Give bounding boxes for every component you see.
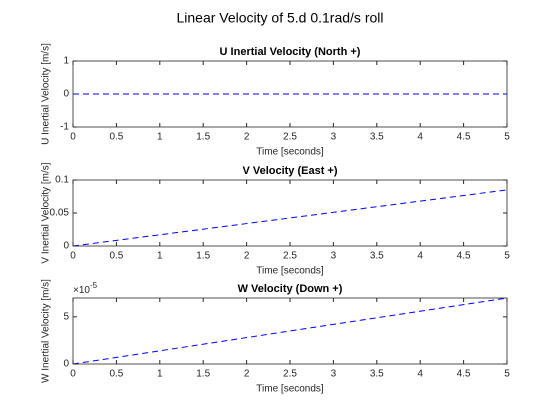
x-tick-label: 0 bbox=[70, 369, 76, 380]
y-tick-label: 1 bbox=[63, 56, 69, 67]
y-multiplier-exponent: -5 bbox=[90, 281, 98, 290]
y-multiplier-base: ×10 bbox=[73, 285, 90, 296]
x-tick-label: 3.5 bbox=[370, 132, 384, 143]
y-multiplier: ×10-5 bbox=[73, 281, 98, 296]
x-tick-label: 3 bbox=[331, 369, 337, 380]
x-tick-label: 5 bbox=[504, 132, 510, 143]
data-line bbox=[72, 297, 508, 365]
data-line bbox=[72, 189, 508, 247]
y-tick-label: 0 bbox=[63, 89, 69, 100]
x-tick-label: 3 bbox=[331, 251, 337, 262]
axes-box bbox=[72, 179, 508, 247]
x-tick-label: 3 bbox=[331, 132, 337, 143]
x-tick-label: 2.5 bbox=[283, 132, 297, 143]
x-tick-label: 4.5 bbox=[457, 369, 471, 380]
y-axis-label: U Inertial Velocity [m/s] bbox=[41, 43, 52, 145]
x-tick-label: 0 bbox=[70, 132, 76, 143]
x-axis-label: Time [seconds] bbox=[256, 384, 324, 395]
x-tick-label: 0.5 bbox=[109, 132, 123, 143]
x-axis-label: Time [seconds] bbox=[256, 147, 324, 158]
subplot-title: V Velocity (East +) bbox=[242, 165, 337, 177]
plot-area bbox=[73, 180, 507, 246]
y-tick-label: 0 bbox=[63, 359, 69, 370]
x-tick-label: 2 bbox=[244, 369, 250, 380]
x-tick-label: 2 bbox=[244, 251, 250, 262]
x-tick-label: 1 bbox=[157, 251, 163, 262]
figure-title: Linear Velocity of 5.d 0.1rad/s roll bbox=[176, 10, 383, 26]
y-tick-label: 0.05 bbox=[50, 208, 70, 219]
x-tick-label: 4 bbox=[417, 251, 423, 262]
subplot-title: W Velocity (Down +) bbox=[238, 283, 343, 295]
x-tick-label: 4 bbox=[417, 132, 423, 143]
x-tick-label: 4.5 bbox=[457, 251, 471, 262]
x-tick-label: 1.5 bbox=[196, 132, 210, 143]
x-tick-label: 2.5 bbox=[283, 251, 297, 262]
x-tick-label: 0.5 bbox=[109, 369, 123, 380]
y-tick-label: -1 bbox=[60, 122, 69, 133]
x-tick-label: 0 bbox=[70, 251, 76, 262]
x-tick-label: 2 bbox=[244, 132, 250, 143]
x-tick-label: 4 bbox=[417, 369, 423, 380]
x-tick-label: 1 bbox=[157, 132, 163, 143]
x-tick-label: 1.5 bbox=[196, 369, 210, 380]
x-tick-label: 1 bbox=[157, 369, 163, 380]
x-tick-label: 5 bbox=[504, 369, 510, 380]
axes-box bbox=[72, 297, 508, 365]
x-tick-label: 3.5 bbox=[370, 251, 384, 262]
x-tick-label: 5 bbox=[504, 251, 510, 262]
x-tick-label: 0.5 bbox=[109, 251, 123, 262]
x-tick-label: 1.5 bbox=[196, 251, 210, 262]
subplot-title: U Inertial Velocity (North +) bbox=[220, 46, 361, 58]
y-axis-label: V Inertial Velocity [m/s] bbox=[41, 162, 52, 263]
y-tick-label: 0.1 bbox=[55, 175, 69, 186]
x-axis-label: Time [seconds] bbox=[256, 266, 324, 277]
x-tick-label: 4.5 bbox=[457, 132, 471, 143]
x-tick-label: 2.5 bbox=[283, 369, 297, 380]
y-tick-label: 0 bbox=[63, 241, 69, 252]
y-tick-label: 5 bbox=[63, 311, 69, 322]
y-axis-label: W Inertial Velocity [m/s] bbox=[41, 279, 52, 383]
x-tick-label: 3.5 bbox=[370, 369, 384, 380]
axes-box bbox=[72, 60, 508, 128]
